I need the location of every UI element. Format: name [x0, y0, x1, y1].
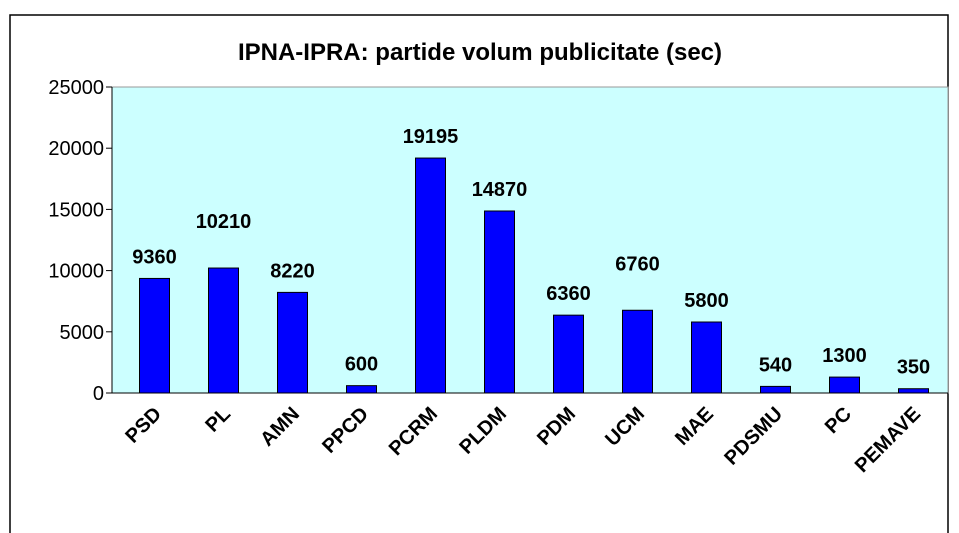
bar	[346, 385, 377, 394]
y-tick-label: 15000	[48, 199, 104, 221]
y-tick-label: 0	[93, 383, 104, 405]
data-label: 10210	[196, 211, 252, 233]
y-tick-label: 5000	[60, 322, 105, 344]
data-label: 540	[759, 354, 792, 376]
bar	[829, 376, 860, 394]
bar	[691, 321, 722, 394]
data-label: 14870	[472, 179, 528, 201]
data-label: 6760	[615, 253, 660, 275]
data-label: 600	[345, 354, 378, 376]
data-label: 1300	[822, 345, 867, 367]
bar	[415, 157, 446, 394]
bar	[760, 385, 791, 394]
bar	[277, 291, 308, 394]
chart-title: IPNA-IPRA: partide volum publicitate (se…	[238, 39, 722, 66]
data-label: 9360	[132, 246, 177, 268]
bar	[139, 277, 170, 394]
plot-area	[111, 86, 949, 394]
bar	[208, 267, 239, 394]
bar	[484, 210, 515, 394]
data-label: 6360	[546, 283, 591, 305]
data-label: 19195	[403, 126, 459, 148]
data-label: 5800	[684, 290, 729, 312]
y-tick-label: 10000	[48, 261, 104, 283]
bar	[622, 309, 653, 394]
data-label: 8220	[270, 260, 315, 282]
y-tick-label: 25000	[48, 77, 104, 99]
y-tick-label: 20000	[48, 138, 104, 160]
bar	[898, 388, 929, 394]
data-label: 350	[897, 357, 930, 379]
bar	[553, 314, 584, 394]
